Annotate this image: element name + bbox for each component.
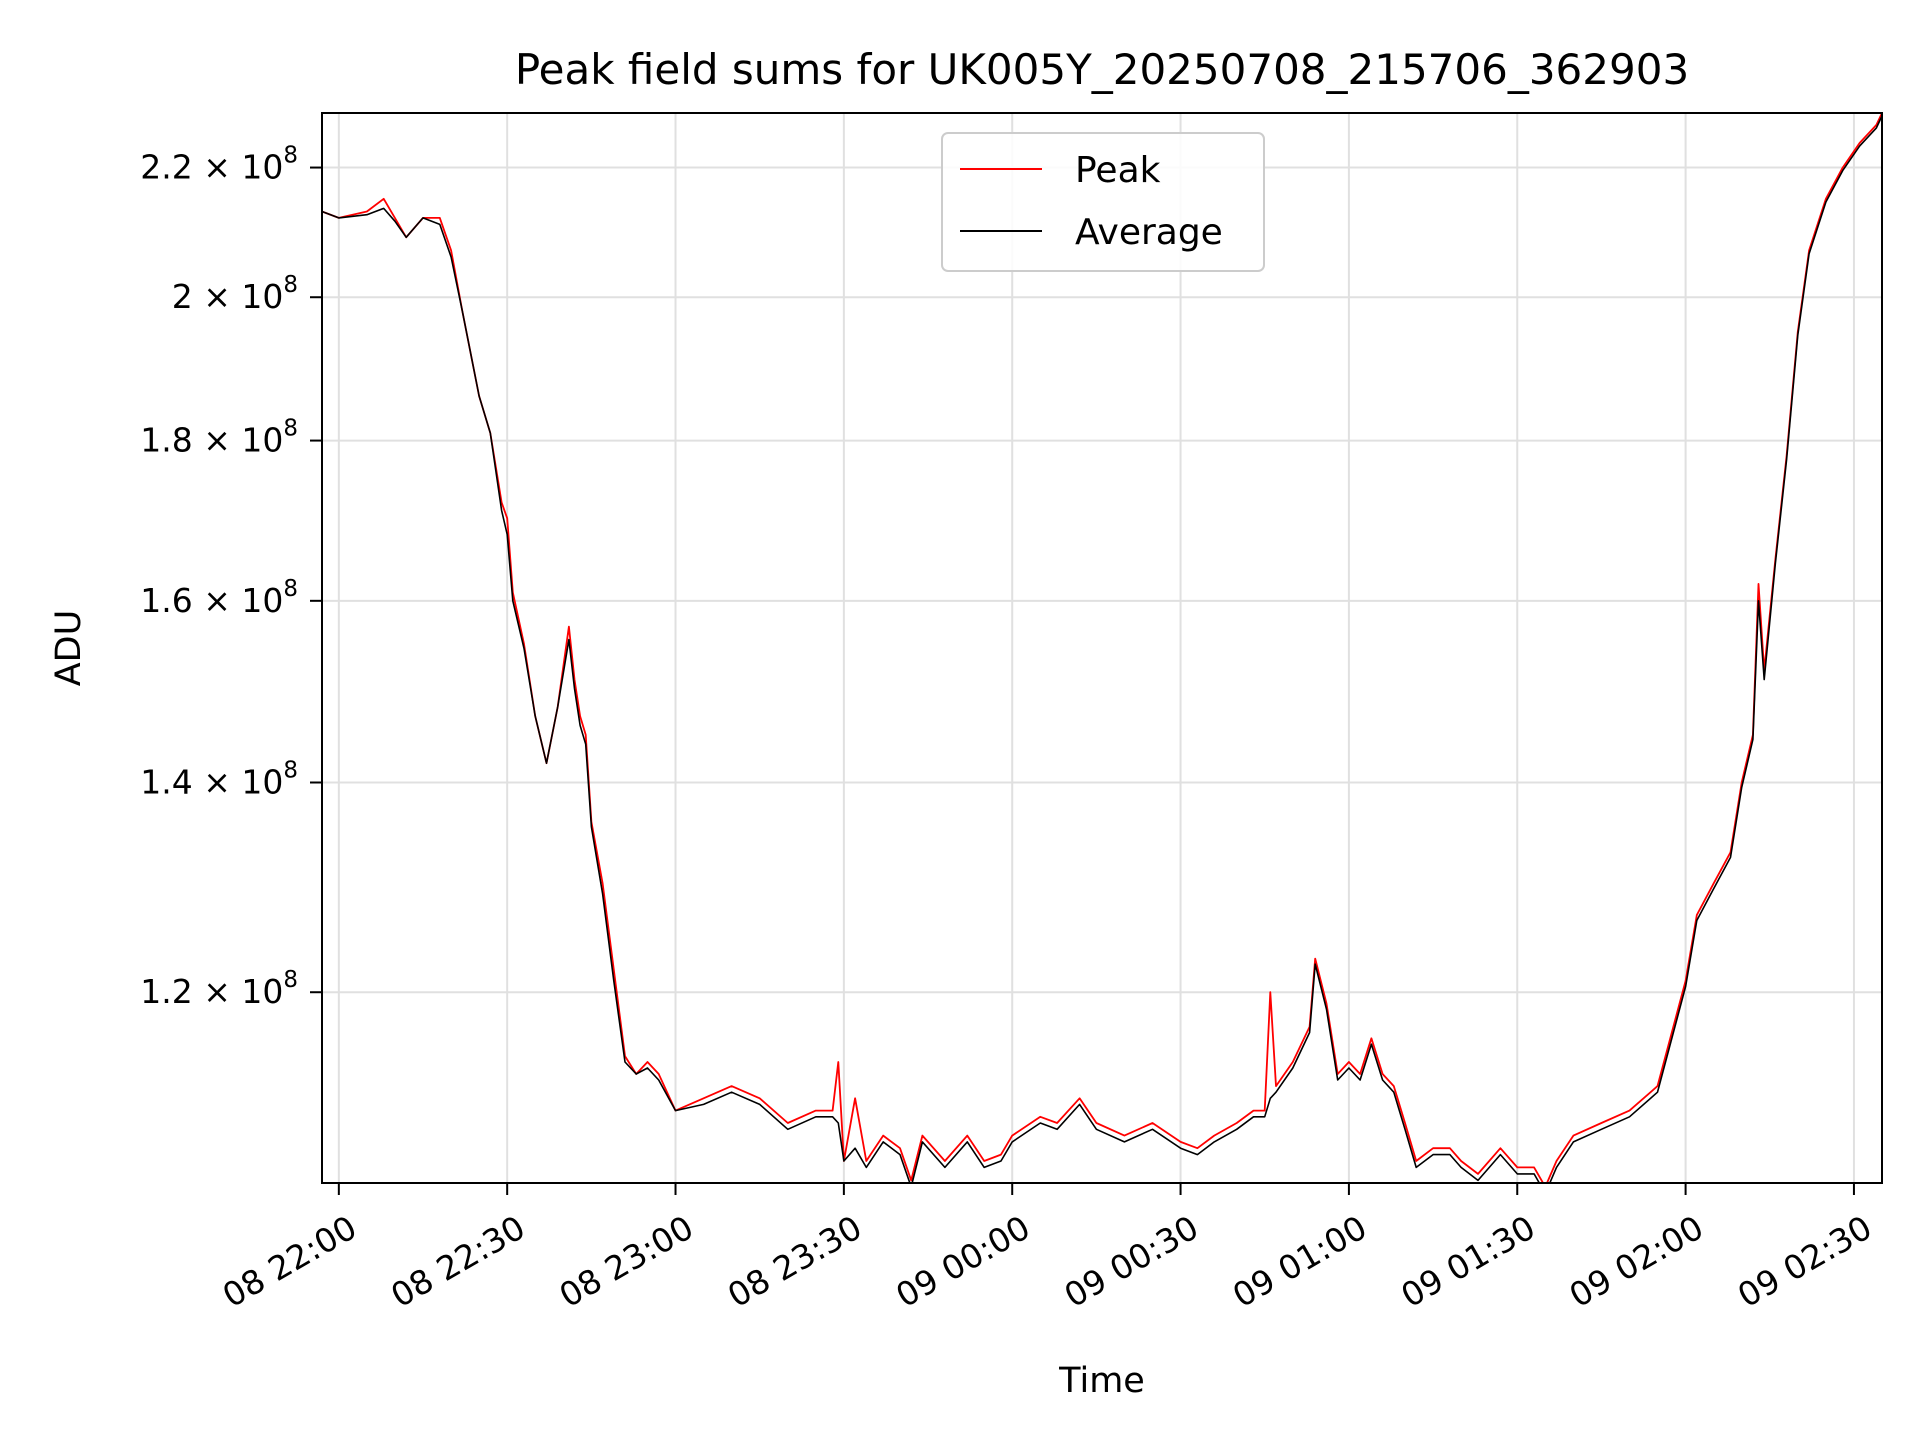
series-average-line [322,115,1882,1183]
x-axis-title: Time [1058,1361,1145,1401]
y-tick-label: 2 × 108 [172,272,298,316]
series-lines [322,113,1882,1183]
legend: Peak Average [941,132,1265,272]
y-tick-label: 1.2 × 108 [140,967,298,1011]
legend-label-peak: Peak [1075,150,1161,191]
plot-frame [321,112,1883,1184]
legend-label-average: Average [1075,212,1223,253]
y-tick-label: 1.8 × 108 [140,416,298,460]
y-tick-label: 1.4 × 108 [140,757,298,801]
y-axis-title: ADU [49,610,89,687]
gridlines [322,113,1882,1183]
chart-title: Peak field sums for UK005Y_20250708_2157… [515,45,1689,94]
y-tick-label: 2.2 × 108 [140,143,298,187]
y-tick-label: 1.6 × 108 [140,576,298,620]
legend-box [941,132,1265,272]
